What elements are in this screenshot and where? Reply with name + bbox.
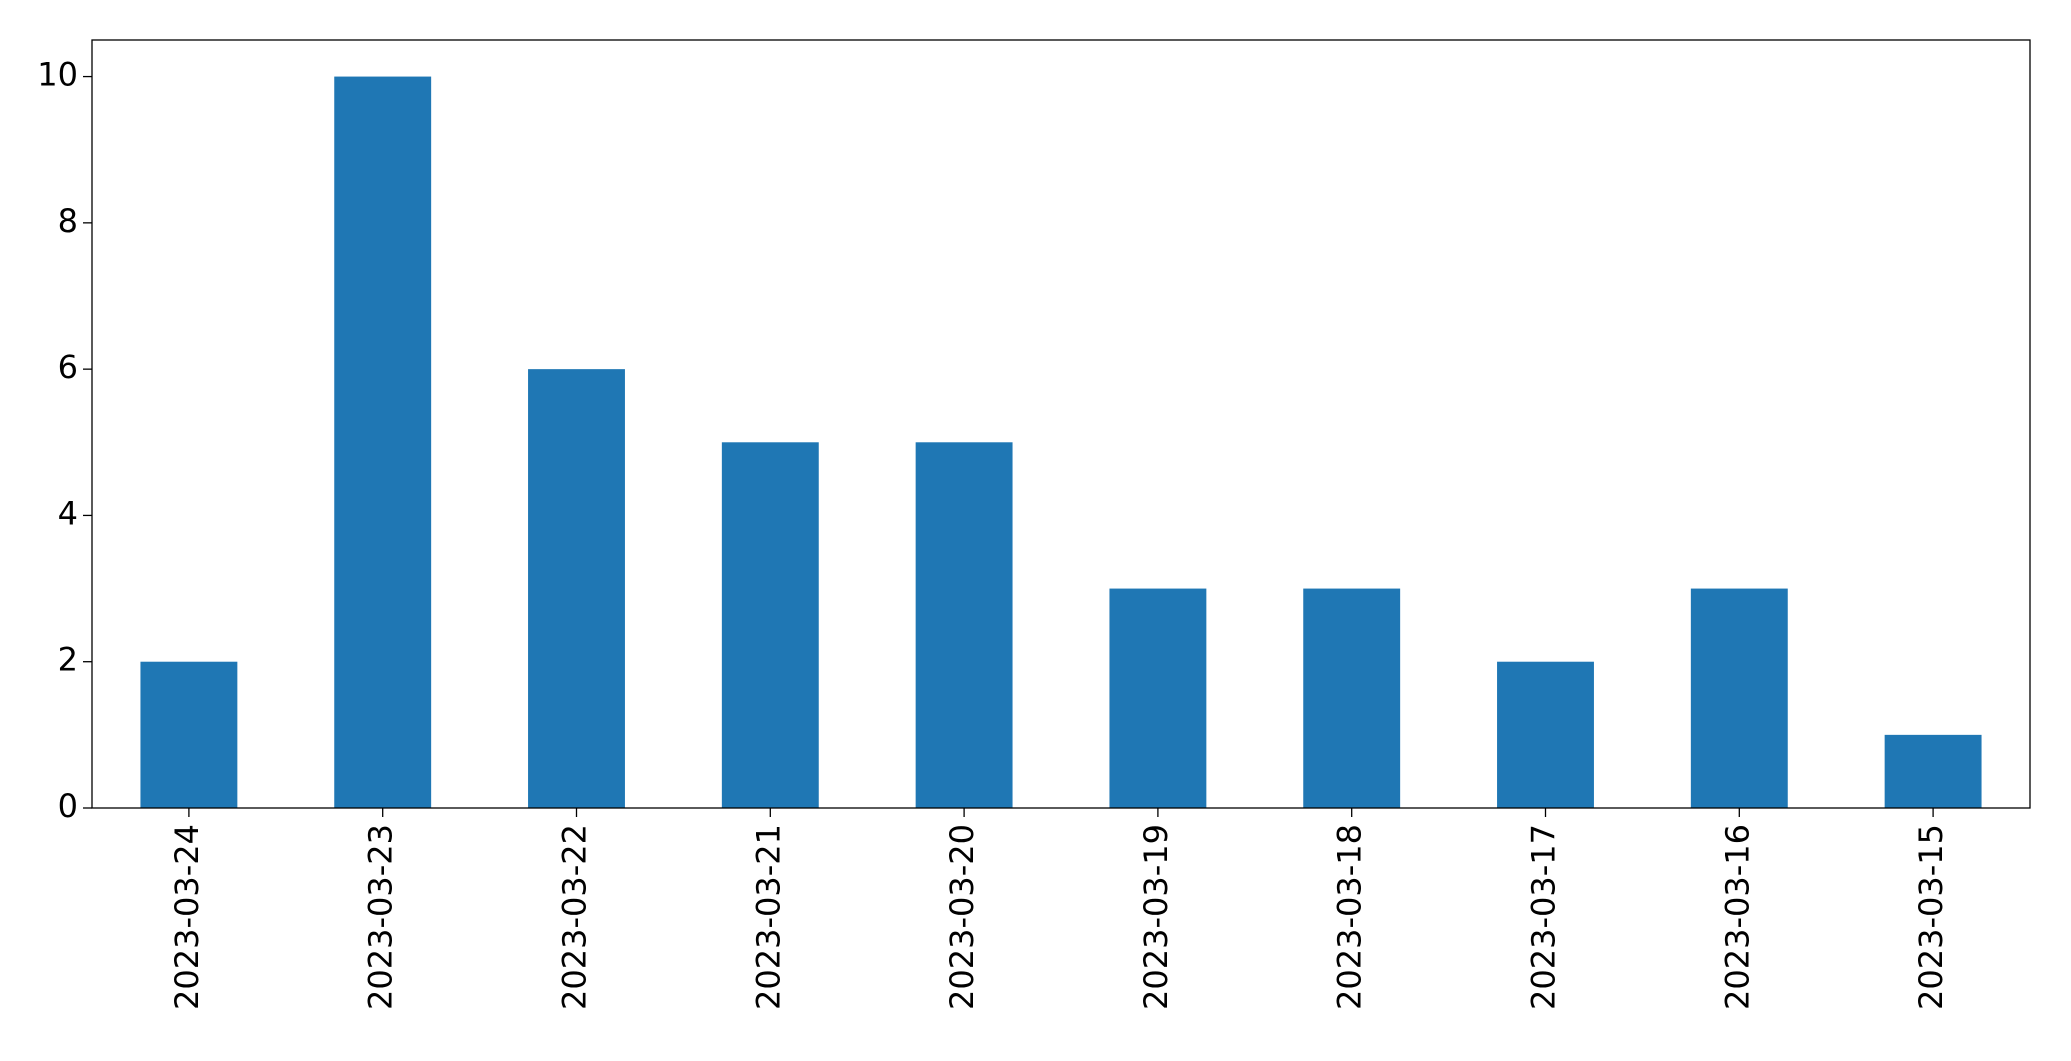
bar [334,76,432,809]
bar [1497,661,1594,808]
x-tick-label: 2023-03-19 [1137,824,1175,1010]
y-tick-label: 6 [58,348,78,386]
x-tick-label: 2023-03-15 [1912,824,1950,1010]
bar [1690,588,1788,808]
x-tick-label: 2023-03-23 [362,824,400,1010]
x-tick-label: 2023-03-18 [1331,824,1369,1010]
plot-frame [91,39,2031,809]
y-tick-label: 4 [58,494,78,532]
y-tick-label: 8 [58,202,78,240]
x-tick-label: 2023-03-16 [1718,824,1756,1010]
bar [528,369,625,808]
y-tick-label: 10 [37,56,78,94]
x-tick-label: 2023-03-17 [1525,824,1563,1010]
x-tick-label: 2023-03-21 [749,824,787,1010]
x-tick-label: 2023-03-20 [943,824,981,1010]
x-tick-label: 2023-03-24 [168,824,206,1010]
bar [915,442,1013,808]
bar [140,661,238,808]
bar [721,442,819,808]
bar [1884,734,1982,808]
y-tick-label: 2 [58,641,78,679]
y-tick-label: 0 [58,787,78,825]
bar [1303,588,1401,808]
bar [1109,588,1207,808]
x-tick-label: 2023-03-22 [556,824,594,1010]
